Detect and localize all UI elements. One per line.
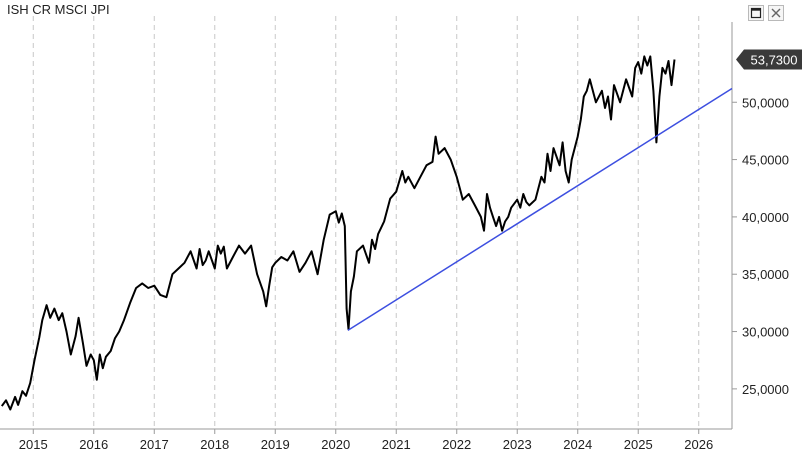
last-value-badge-shape (736, 49, 802, 70)
x-tick-label: 2017 (140, 437, 169, 452)
x-tick-label: 2018 (200, 437, 229, 452)
maximize-icon (750, 7, 762, 19)
y-axis-ticks: 25,0000 30,0000 35,0000 40,0000 45,0000 50,00… (732, 95, 789, 397)
x-tick-label: 2026 (684, 437, 713, 452)
x-tick-label: 2024 (563, 437, 592, 452)
x-tick-label: 2019 (261, 437, 290, 452)
x-tick-label: 2015 (19, 437, 48, 452)
last-value-badge: 53,7300 (736, 49, 802, 70)
x-axis-ticks: 2015 2016 2017 2018 2019 2020 2021 2022 2023 2024… (19, 429, 713, 452)
last-value-label: 53,7300 (751, 52, 798, 67)
close-button[interactable] (768, 5, 784, 21)
maximize-button[interactable] (748, 5, 764, 21)
y-tick-label: 50,0000 (742, 95, 789, 110)
y-tick-label: 45,0000 (742, 153, 789, 168)
price-line (0, 55, 676, 411)
x-tick-label: 2023 (503, 437, 532, 452)
y-tick-label: 30,0000 (742, 325, 789, 340)
x-tick-label: 2016 (79, 437, 108, 452)
y-tick-label: 40,0000 (742, 210, 789, 225)
series-layer (0, 55, 733, 411)
chart-title: ISH CR MSCI JPI (7, 2, 110, 17)
axes (0, 22, 733, 430)
trend-line (347, 87, 733, 332)
x-tick-label: 2025 (624, 437, 653, 452)
y-tick-label: 25,0000 (742, 382, 789, 397)
close-icon (771, 8, 781, 18)
x-tick-label: 2022 (442, 437, 471, 452)
x-tick-label: 2021 (382, 437, 411, 452)
y-tick-label: 35,0000 (742, 267, 789, 282)
x-tick-label: 2020 (321, 437, 350, 452)
